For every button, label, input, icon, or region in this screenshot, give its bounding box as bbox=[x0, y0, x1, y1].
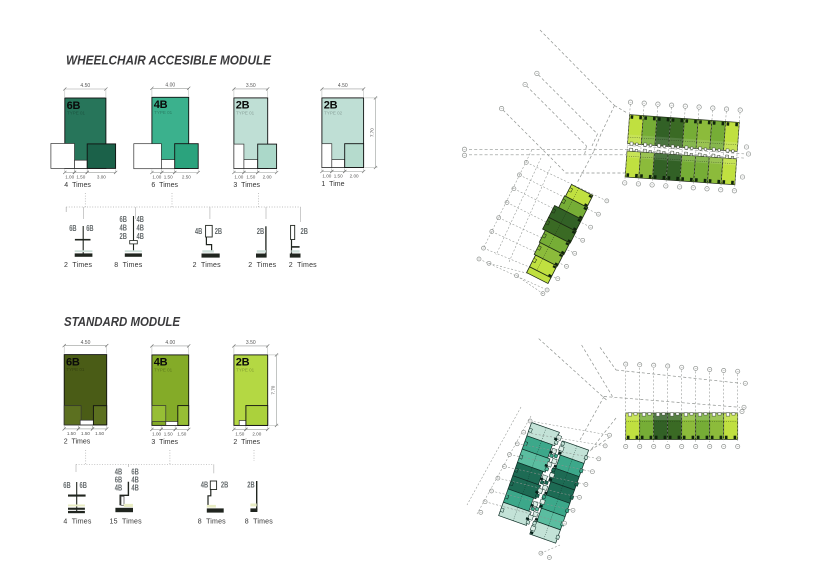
svg-text:1.50: 1.50 bbox=[235, 432, 244, 437]
svg-text:1.00: 1.00 bbox=[152, 432, 161, 437]
svg-text:6B: 6B bbox=[86, 224, 94, 233]
svg-text:TYPE 01: TYPE 01 bbox=[236, 111, 255, 116]
svg-text:2.00: 2.00 bbox=[252, 432, 261, 437]
svg-text:8 Times: 8 Times bbox=[245, 519, 273, 526]
svg-text:4B: 4B bbox=[137, 215, 145, 224]
svg-text:1.00: 1.00 bbox=[234, 175, 243, 180]
svg-text:1.50: 1.50 bbox=[334, 174, 343, 179]
svg-text:WHEELCHAIR ACCESIBLE MODULE: WHEELCHAIR ACCESIBLE MODULE bbox=[66, 53, 271, 68]
svg-text:2 Times: 2 Times bbox=[248, 262, 276, 269]
svg-text:STANDARD MODULE: STANDARD MODULE bbox=[64, 314, 180, 329]
svg-text:2 Times: 2 Times bbox=[289, 262, 317, 269]
svg-text:6B: 6B bbox=[66, 356, 80, 368]
svg-text:6B: 6B bbox=[120, 215, 128, 224]
svg-text:8 Times: 8 Times bbox=[198, 519, 226, 526]
svg-text:3 Times: 3 Times bbox=[233, 182, 260, 189]
svg-text:4B: 4B bbox=[137, 232, 145, 241]
svg-text:7.70: 7.70 bbox=[271, 385, 276, 394]
svg-text:4.50: 4.50 bbox=[81, 340, 91, 346]
svg-text:2.00: 2.00 bbox=[263, 175, 272, 180]
svg-text:1.00: 1.00 bbox=[65, 175, 74, 180]
svg-text:2 Times: 2 Times bbox=[64, 262, 92, 269]
svg-text:2B: 2B bbox=[301, 227, 309, 236]
svg-text:4B: 4B bbox=[154, 99, 168, 111]
svg-text:2 Times: 2 Times bbox=[233, 439, 260, 446]
svg-text:TYPE 01: TYPE 01 bbox=[154, 368, 173, 373]
svg-text:4B: 4B bbox=[131, 484, 139, 493]
svg-text:6B: 6B bbox=[69, 224, 77, 233]
svg-text:1.50: 1.50 bbox=[164, 175, 173, 180]
svg-text:4.00: 4.00 bbox=[165, 83, 175, 89]
svg-text:4B: 4B bbox=[120, 224, 128, 233]
svg-text:6B: 6B bbox=[63, 481, 71, 490]
svg-text:3.50: 3.50 bbox=[246, 340, 256, 346]
svg-text:TYPE 01: TYPE 01 bbox=[67, 111, 86, 116]
svg-text:4.50: 4.50 bbox=[338, 83, 348, 89]
svg-text:1.50: 1.50 bbox=[246, 175, 255, 180]
svg-text:2B: 2B bbox=[221, 481, 229, 490]
svg-text:2.50: 2.50 bbox=[182, 175, 191, 180]
svg-text:4B: 4B bbox=[137, 224, 145, 233]
svg-text:4B: 4B bbox=[115, 468, 123, 477]
svg-text:3 Times: 3 Times bbox=[151, 439, 178, 446]
svg-text:1.50: 1.50 bbox=[164, 432, 173, 437]
svg-text:6B: 6B bbox=[115, 476, 123, 485]
svg-text:2B: 2B bbox=[120, 232, 128, 241]
svg-text:6B: 6B bbox=[67, 100, 81, 112]
svg-text:6 Times: 6 Times bbox=[151, 182, 178, 189]
svg-text:3.00: 3.00 bbox=[97, 175, 106, 180]
svg-text:4.50: 4.50 bbox=[80, 83, 90, 89]
svg-text:8 Times: 8 Times bbox=[114, 262, 142, 269]
svg-text:1 Time: 1 Time bbox=[321, 181, 344, 188]
svg-text:1.50: 1.50 bbox=[67, 431, 76, 436]
svg-text:1.00: 1.00 bbox=[322, 174, 331, 179]
svg-text:2B: 2B bbox=[324, 100, 338, 112]
svg-text:2B: 2B bbox=[236, 100, 250, 112]
svg-text:2B: 2B bbox=[257, 227, 265, 236]
svg-text:TYPE 01: TYPE 01 bbox=[236, 368, 255, 373]
svg-text:4 Times: 4 Times bbox=[64, 182, 91, 189]
svg-text:TYPE 01: TYPE 01 bbox=[154, 110, 173, 115]
svg-text:1.50: 1.50 bbox=[81, 431, 90, 436]
svg-text:4B: 4B bbox=[154, 357, 168, 369]
svg-text:1.50: 1.50 bbox=[177, 432, 186, 437]
svg-text:2B: 2B bbox=[215, 227, 223, 236]
svg-text:4 Times: 4 Times bbox=[63, 519, 91, 526]
svg-text:2 Times: 2 Times bbox=[193, 262, 221, 269]
svg-text:4B: 4B bbox=[115, 484, 123, 493]
svg-text:2B: 2B bbox=[247, 481, 255, 490]
svg-text:2 Times: 2 Times bbox=[64, 438, 91, 445]
svg-text:1.00: 1.00 bbox=[152, 175, 161, 180]
svg-text:1.50: 1.50 bbox=[76, 175, 85, 180]
svg-text:6B: 6B bbox=[80, 481, 88, 490]
svg-text:TYPE 01: TYPE 01 bbox=[66, 367, 85, 372]
svg-text:TYPE 02: TYPE 02 bbox=[324, 111, 343, 116]
svg-text:4B: 4B bbox=[131, 476, 139, 485]
svg-text:15 Times: 15 Times bbox=[110, 519, 143, 526]
svg-text:2.00: 2.00 bbox=[350, 174, 359, 179]
svg-text:4B: 4B bbox=[201, 481, 209, 490]
svg-text:3.50: 3.50 bbox=[246, 83, 256, 89]
svg-text:7.70: 7.70 bbox=[370, 128, 375, 137]
svg-text:4B: 4B bbox=[195, 227, 203, 236]
svg-text:2B: 2B bbox=[236, 357, 250, 369]
svg-text:1.50: 1.50 bbox=[95, 431, 104, 436]
svg-text:6B: 6B bbox=[131, 468, 139, 477]
svg-text:4.00: 4.00 bbox=[165, 340, 175, 346]
